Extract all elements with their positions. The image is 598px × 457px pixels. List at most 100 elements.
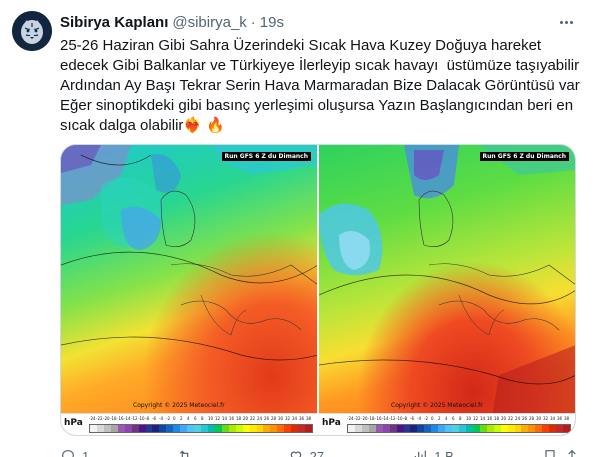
legend-swatch — [131, 425, 139, 432]
share-icon[interactable] — [564, 448, 580, 457]
retweet-icon — [180, 450, 189, 457]
legend-tick-label: 36 — [299, 416, 305, 421]
legend-swatch — [194, 425, 201, 432]
legend-tick-label: 8 — [459, 416, 462, 421]
legend-tick-label: 34 — [292, 416, 298, 421]
map-title: Run GFS 6 Z du Dimanch — [221, 152, 311, 161]
reply-icon — [62, 450, 74, 457]
temperature-map-image — [319, 145, 575, 435]
legend-ticks: -24 -22 -20 -18 -16 -14 -12 -10 -8 -6 -4 -2 0 2 4 6 8 10 1… — [89, 416, 313, 424]
legend-swatch — [438, 425, 446, 432]
legend-tick-label: 32 — [285, 416, 291, 421]
legend-swatch — [507, 425, 515, 432]
legend-tick-label: -14 — [124, 416, 131, 421]
tweet-media[interactable]: Run GFS 6 Z du Dimanch Copyright © 2025 … — [60, 144, 576, 436]
legend-swatch — [166, 425, 174, 432]
legend-tick-label: -2 — [166, 416, 170, 421]
map-copyright: Copyright © 2025 Meteociel.fr — [391, 402, 483, 409]
legend-swatch — [396, 425, 404, 432]
user-handle[interactable]: @sibirya_k — [172, 13, 247, 31]
reply-button[interactable]: 1 — [60, 446, 89, 457]
weather-map-2[interactable]: Run GFS 6 Z du Dimanch Copyright © 2025 … — [319, 145, 575, 435]
legend-tick-label: -18 — [368, 416, 375, 421]
legend-swatch — [417, 425, 425, 432]
legend-tick-label: -6 — [152, 416, 156, 421]
heart-icon — [290, 451, 301, 457]
legend-swatch — [103, 425, 111, 432]
legend-swatch — [117, 425, 125, 432]
legend-tick-label: 22 — [250, 416, 256, 421]
legend-tick-label: 24 — [257, 416, 263, 421]
legend-tick-label: 26 — [522, 416, 528, 421]
legend-swatch — [152, 425, 160, 432]
legend-tick-label: 36 — [557, 416, 563, 421]
legend-tick-label: 12 — [473, 416, 479, 421]
bookmark-icon[interactable] — [542, 448, 558, 457]
legend-swatch — [235, 425, 243, 432]
legend-swatch — [180, 425, 188, 432]
legend-swatch — [361, 425, 369, 432]
legend-tick-label: 8 — [201, 416, 204, 421]
more-options-icon[interactable] — [556, 12, 576, 32]
legend-tick-label: -10 — [138, 416, 145, 421]
legend-swatch — [389, 425, 397, 432]
legend-color-bar — [347, 424, 571, 433]
legend-swatch — [284, 425, 292, 432]
legend-swatch — [348, 425, 355, 432]
legend-swatch — [90, 425, 97, 432]
legend-swatch — [465, 425, 473, 432]
legend-swatch — [445, 425, 453, 432]
avatar[interactable] — [12, 11, 52, 51]
retweet-button[interactable] — [177, 446, 199, 457]
legend-tick-label: 30 — [278, 416, 284, 421]
legend-tick-label: 2 — [438, 416, 441, 421]
legend-swatch — [228, 425, 236, 432]
legend-tick-label: 16 — [487, 416, 493, 421]
legend-swatch — [549, 425, 557, 432]
legend-swatch — [521, 425, 529, 432]
legend-tick-label: -12 — [389, 416, 396, 421]
legend-tick-label: -22 — [354, 416, 361, 421]
legend-tick-label: 32 — [543, 416, 549, 421]
legend-swatch — [207, 425, 215, 432]
legend-swatch — [214, 425, 222, 432]
display-name[interactable]: Sibirya Kaplanı — [60, 13, 169, 31]
legend-swatch — [354, 425, 362, 432]
map-copyright: Copyright © 2025 Meteociel.fr — [133, 402, 225, 409]
legend-tick-label: -20 — [361, 416, 368, 421]
legend-swatch — [201, 425, 208, 432]
legend-tick-label: -16 — [117, 416, 124, 421]
weather-map-1[interactable]: Run GFS 6 Z du Dimanch Copyright © 2025 … — [61, 145, 317, 435]
legend-swatch — [159, 425, 167, 432]
views-button[interactable]: 1 B — [412, 446, 454, 457]
map-legend: hPa -24 -22 -20 -18 -16 -14 -12 -10 -8 -6 -4 -2 0 2 4 6… — [61, 413, 317, 435]
legend-tick-label: 4 — [187, 416, 190, 421]
legend-swatch — [263, 425, 271, 432]
legend-swatch — [96, 425, 104, 432]
legend-tick-label: 0 — [431, 416, 434, 421]
legend-swatch — [500, 425, 508, 432]
tweet-actions: 1 27 1 B — [60, 446, 580, 457]
legend-swatch — [110, 425, 118, 432]
like-button[interactable]: 27 — [288, 446, 324, 457]
legend-tick-label: -22 — [96, 416, 103, 421]
legend-tick-label: 24 — [515, 416, 521, 421]
legend-tick-label: 18 — [494, 416, 500, 421]
legend-swatch — [431, 425, 439, 432]
legend-tick-label: 0 — [173, 416, 176, 421]
legend-tick-label: 6 — [452, 416, 455, 421]
like-count: 27 — [309, 448, 325, 457]
legend-tick-label: 6 — [194, 416, 197, 421]
legend-swatch — [368, 425, 376, 432]
views-count: 1 B — [434, 448, 454, 457]
legend-swatch — [187, 425, 195, 432]
legend-swatch — [291, 425, 299, 432]
legend-swatch — [277, 425, 285, 432]
legend-tick-label: -20 — [103, 416, 110, 421]
map-legend: hPa -24 -22 -20 -18 -16 -14 -12 -10 -8 -6 -4 -2 0 2 4 6… — [319, 413, 575, 435]
legend-swatch — [410, 425, 418, 432]
tweet-time[interactable]: 19s — [259, 13, 284, 31]
header-separator: · — [250, 13, 256, 31]
legend-swatch — [528, 425, 536, 432]
